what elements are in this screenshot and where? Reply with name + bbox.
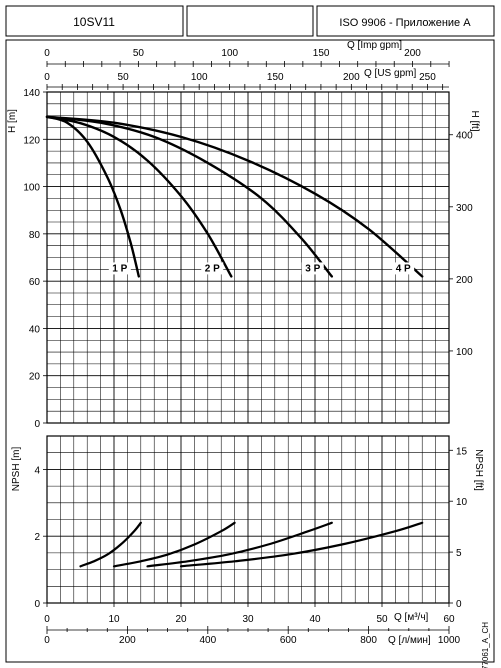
drawing-code: 77061_A_CH <box>481 622 490 668</box>
y-tick-label: 100 <box>23 183 40 194</box>
h-curve-label-bg <box>108 262 131 275</box>
y-right-tick-label: 5 <box>456 548 462 559</box>
y-tick-label: 20 <box>29 372 41 383</box>
y-tick-label: 0 <box>34 419 40 430</box>
y-tick-label: 0 <box>34 599 40 610</box>
x-tick-label: 50 <box>376 614 388 625</box>
y-tick-label: 40 <box>29 324 41 335</box>
y-tick-label: 80 <box>29 230 41 241</box>
y-tick-label: 120 <box>23 135 40 146</box>
h-curve-label-bg <box>201 262 224 275</box>
x-tick-label: 20 <box>175 614 187 625</box>
y-right-tick-label: 300 <box>456 203 473 214</box>
h-curve-label-1p: 1 P <box>112 263 127 274</box>
y-right-tick-label: 400 <box>456 131 473 142</box>
top-axis-us-tick-label: 100 <box>191 72 208 83</box>
x-tick-label: 60 <box>443 614 455 625</box>
y-axis-label: H [m] <box>7 109 18 133</box>
y-right-tick-label: 15 <box>456 446 468 457</box>
y-axis-label: NPSH [m] <box>11 447 22 492</box>
top-axis-us-tick-label: 200 <box>343 72 360 83</box>
bottom-axis-lpm-tick-label: 400 <box>199 635 216 646</box>
header-blank-box <box>186 5 314 37</box>
top-axis-us-tick-label: 150 <box>267 72 284 83</box>
y-right-tick-label: 10 <box>456 497 468 508</box>
h-curve-3p <box>45 115 333 278</box>
h-curve-label-bg <box>301 262 324 275</box>
h-curve-1p <box>45 115 140 278</box>
top-axis-imp-tick-label: 150 <box>313 48 330 59</box>
bottom-axis-lpm-tick-label: 0 <box>44 635 50 646</box>
y-right-tick-label: 200 <box>456 275 473 286</box>
top-axis-imp-tick-label: 0 <box>44 48 50 59</box>
x-axis-label-bg <box>392 609 440 622</box>
x-axis-label: Q [м³/ч] <box>394 612 429 623</box>
npsh-curve-2p <box>112 521 236 568</box>
h-curve-label-2p: 2 P <box>205 263 220 274</box>
h-curve-label-3p: 3 P <box>305 263 320 274</box>
bottom-axis-lpm-tick-label: 600 <box>280 635 297 646</box>
top-axis-imp-label: Q [Imp gpm] <box>347 40 402 51</box>
y-tick-label: 140 <box>23 88 40 99</box>
h-curve-label-4p: 4 P <box>396 263 411 274</box>
bottom-axis-lpm-tick-label: 1000 <box>438 635 461 646</box>
top-axis-imp-tick-label: 50 <box>133 48 145 59</box>
y-tick-label: 2 <box>34 532 40 543</box>
top-axis-us-tick-label: 0 <box>44 72 50 83</box>
y-tick-label: 60 <box>29 277 41 288</box>
chart-frame <box>5 39 495 663</box>
x-tick-label: 10 <box>108 614 120 625</box>
npsh-curve-4p <box>179 521 424 568</box>
y-right-axis-label: H [ft] <box>469 110 480 131</box>
x-tick-label: 0 <box>44 614 50 625</box>
h-curve-label-bg <box>392 262 415 275</box>
y-right-axis-label: NPSH [ft] <box>473 449 484 491</box>
top-axis-us-tick-label: 250 <box>419 72 436 83</box>
top-axis-us-label: Q [US gpm] <box>364 68 416 79</box>
pump-model-label: 10SV11 <box>73 15 115 29</box>
top-axis-imp-tick-label: 100 <box>221 48 238 59</box>
y-right-tick-label: 100 <box>456 347 473 358</box>
top-axis-us-tick-label: 50 <box>118 72 130 83</box>
standard-label: ISO 9906 - Приложение A <box>339 17 471 29</box>
header-standard-box <box>316 5 495 37</box>
y-right-tick-label: 0 <box>456 599 462 610</box>
x-tick-label: 30 <box>242 614 254 625</box>
h-curve-2p <box>45 115 233 278</box>
h-curve-4p <box>45 115 424 278</box>
npsh-curve-1p <box>79 521 142 568</box>
npsh-curve-3p <box>146 521 333 568</box>
npsh-q-chart: 0 2 4 NPSH [m] 0 5 10 15 NPSH [ft] 0 10 20 30 40 50 60 Q… <box>11 435 484 646</box>
x-tick-label: 40 <box>309 614 321 625</box>
y-tick-label: 4 <box>34 465 40 476</box>
bottom-axis-lpm-label: Q [л/мин] <box>388 635 431 646</box>
header-model-box <box>5 5 184 37</box>
bottom-axis-lpm-label-bg <box>386 631 434 645</box>
bottom-axis-lpm-tick-label: 800 <box>360 635 377 646</box>
plot-area-border <box>46 91 450 424</box>
top-axis-imp-tick-label: 200 <box>404 48 421 59</box>
bottom-axis-lpm-tick-label: 200 <box>119 635 136 646</box>
